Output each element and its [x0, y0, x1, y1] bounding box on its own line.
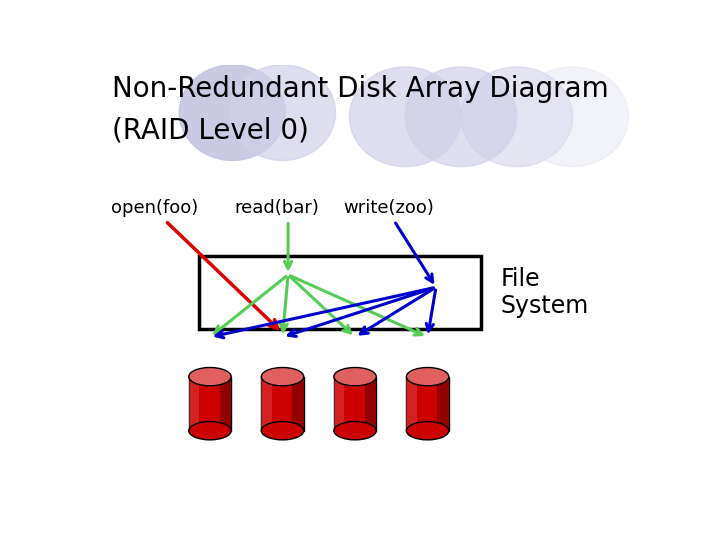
Ellipse shape — [261, 368, 304, 386]
Text: read(bar): read(bar) — [235, 199, 320, 217]
Polygon shape — [334, 377, 344, 431]
Text: write(zoo): write(zoo) — [343, 199, 434, 217]
Polygon shape — [406, 377, 417, 431]
Polygon shape — [437, 377, 449, 431]
Polygon shape — [261, 377, 304, 431]
Ellipse shape — [517, 67, 629, 167]
Polygon shape — [292, 377, 304, 431]
Bar — [199, 256, 481, 329]
Polygon shape — [364, 377, 377, 431]
Ellipse shape — [230, 65, 336, 160]
Ellipse shape — [461, 67, 572, 167]
Ellipse shape — [405, 67, 517, 167]
Polygon shape — [406, 377, 449, 431]
Polygon shape — [334, 377, 377, 431]
Polygon shape — [189, 377, 231, 431]
Ellipse shape — [261, 422, 304, 440]
Text: File
System: File System — [500, 267, 588, 319]
Ellipse shape — [334, 368, 377, 386]
Ellipse shape — [334, 422, 377, 440]
Ellipse shape — [189, 368, 231, 386]
Text: Non-Redundant Disk Array Diagram: Non-Redundant Disk Array Diagram — [112, 75, 609, 103]
Ellipse shape — [349, 67, 461, 167]
Ellipse shape — [406, 368, 449, 386]
Text: (RAID Level 0): (RAID Level 0) — [112, 117, 309, 145]
Ellipse shape — [189, 422, 231, 440]
Polygon shape — [261, 377, 272, 431]
Polygon shape — [189, 377, 199, 431]
Text: open(foo): open(foo) — [111, 199, 198, 217]
Ellipse shape — [179, 65, 285, 160]
Polygon shape — [220, 377, 231, 431]
Ellipse shape — [406, 422, 449, 440]
